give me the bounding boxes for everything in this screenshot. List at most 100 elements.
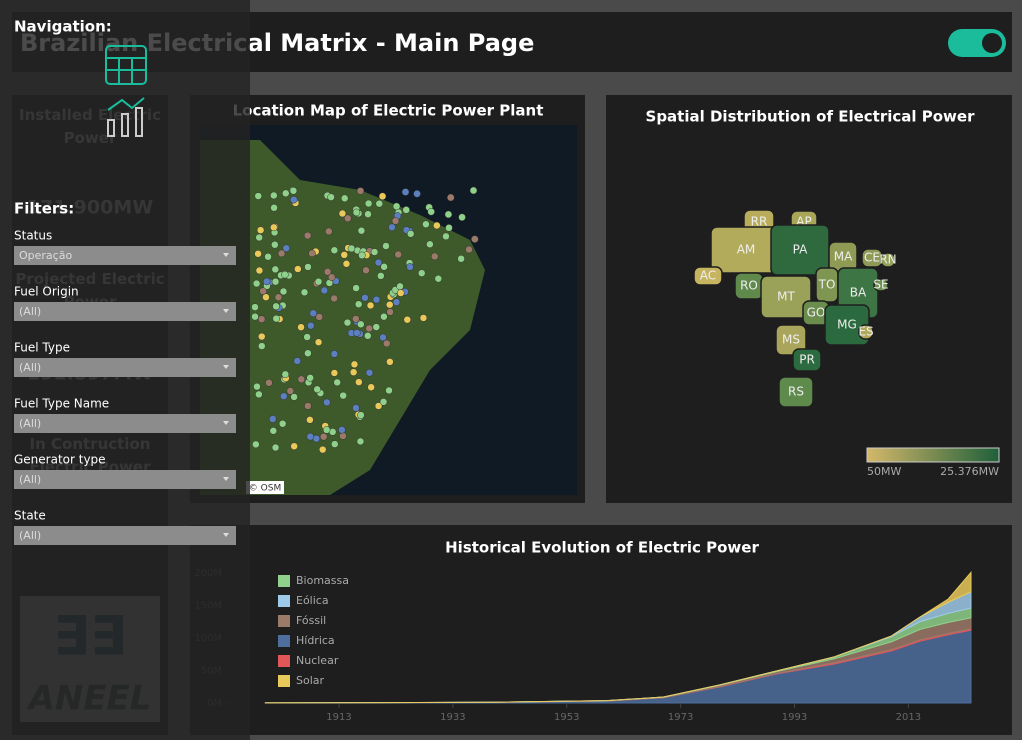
plant-dot: [446, 193, 455, 202]
plant-dot: [309, 309, 318, 318]
plant-dot: [258, 332, 266, 341]
plant-dot: [442, 232, 450, 241]
state-label: PR: [799, 353, 815, 367]
filter-dropdown[interactable]: [14, 246, 236, 265]
plant-dot: [380, 263, 388, 271]
plant-dot: [270, 204, 278, 212]
plant-dot: [255, 266, 264, 275]
state[interactable]: [778, 376, 814, 408]
state-label: MS: [782, 333, 800, 347]
plant-dot: [265, 379, 273, 387]
plant-dot: [338, 426, 346, 434]
plant-dot: [457, 255, 465, 263]
plant-dot: [366, 301, 375, 310]
plant-dot: [364, 199, 373, 208]
plant-dot: [364, 332, 372, 340]
filter-value: (All): [19, 417, 41, 430]
area-series: [264, 570, 972, 704]
plant-dot: [254, 192, 263, 200]
filter-value: (All): [19, 305, 41, 318]
plant-dot: [253, 382, 261, 391]
filter-dropdown[interactable]: [14, 358, 236, 377]
area-chart: 0M50M100M150M200M19131933195319731993201…: [194, 568, 972, 723]
dropdown-arrow: [223, 365, 229, 369]
plant-dot: [294, 265, 302, 273]
plant-dot: [353, 329, 361, 337]
state[interactable]: [775, 324, 807, 356]
plant-dot: [394, 250, 402, 259]
state[interactable]: [858, 324, 874, 340]
chart-title: Historical Evolution of Electric Power: [445, 539, 759, 557]
plant-dot: [318, 445, 327, 454]
plant-dot: [307, 321, 315, 330]
plant-dot: [304, 402, 312, 410]
nav-table-icon[interactable]: [105, 45, 147, 85]
plant-dot: [434, 274, 443, 283]
plant-dot: [271, 240, 279, 249]
filter-label: State: [14, 509, 46, 523]
plant-dot: [280, 392, 288, 400]
filter-value: (All): [19, 473, 41, 486]
state-label: RR: [751, 215, 768, 229]
filter-label: Status: [14, 229, 52, 243]
nav-chart-icon[interactable]: [107, 97, 145, 137]
plant-dot: [320, 286, 329, 295]
dropdown-arrow: [223, 309, 229, 313]
filter-dropdown[interactable]: [14, 470, 236, 489]
map-attribution: © OSM: [249, 484, 281, 494]
plant-dot: [386, 308, 394, 316]
osm-box: [246, 481, 284, 494]
plant-dot: [252, 279, 261, 288]
legend-swatch[interactable]: [278, 655, 290, 667]
legend-swatch[interactable]: [278, 615, 290, 627]
filter-dropdown[interactable]: [14, 414, 236, 433]
plant-dot: [357, 411, 365, 419]
plant-dot: [427, 207, 435, 216]
plant-dot: [378, 192, 387, 201]
legend-label: Biomassa: [296, 574, 349, 587]
state-label: PA: [793, 243, 808, 257]
plant-dot: [274, 293, 283, 302]
plant-dot: [352, 315, 360, 323]
plant-dot: [252, 440, 260, 449]
filter-value: (All): [19, 529, 41, 542]
plant-dot: [278, 419, 287, 428]
plant-dot: [257, 315, 266, 323]
plant-dot: [304, 263, 312, 271]
filter-dropdown[interactable]: [14, 302, 236, 321]
plant-dot: [471, 235, 479, 243]
x-tick-label: 1913: [326, 712, 351, 723]
state[interactable]: [880, 252, 896, 268]
plant-dot: [355, 378, 363, 386]
plant-dot: [255, 390, 263, 399]
plant-dot: [386, 358, 394, 366]
plant-dot: [401, 188, 410, 196]
plant-dot: [281, 270, 289, 279]
filter-value: (All): [19, 361, 41, 374]
legend-swatch[interactable]: [278, 575, 290, 587]
state-label: RO: [740, 279, 758, 293]
plant-dot: [357, 226, 366, 235]
state[interactable]: [760, 275, 812, 319]
legend-min: 50MW: [867, 465, 901, 478]
legend-swatch[interactable]: [278, 635, 290, 647]
state[interactable]: [792, 348, 822, 372]
plant-dot: [259, 287, 267, 295]
state-label: CE: [864, 251, 880, 265]
state[interactable]: [873, 278, 889, 292]
legend-label: Eólica: [296, 594, 329, 607]
legend-swatch[interactable]: [278, 595, 290, 607]
x-tick-label: 1993: [782, 712, 807, 723]
filters: Status Operação Fuel Origin (All) Fuel Type (…: [14, 229, 236, 545]
legend-swatch[interactable]: [278, 675, 290, 687]
x-tick-label: 1933: [440, 712, 465, 723]
plant-dot: [303, 333, 311, 341]
plant-dot: [392, 298, 401, 306]
plant-dot: [379, 398, 388, 406]
plant-dot: [417, 269, 426, 277]
plant-dot: [290, 195, 298, 204]
filter-dropdown[interactable]: [14, 526, 236, 545]
plant-dot: [433, 221, 441, 230]
state[interactable]: [693, 266, 723, 286]
